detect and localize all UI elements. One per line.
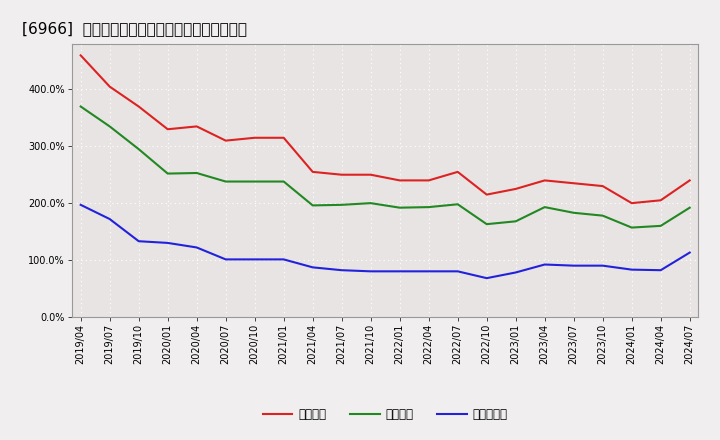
流動比率 [482, 192, 491, 197]
現頲金比率 [308, 265, 317, 270]
流動比率 [627, 201, 636, 206]
Legend: 流動比率, 当座比率, 現頲金比率: 流動比率, 当座比率, 現頲金比率 [258, 403, 512, 425]
現頲金比率 [135, 238, 143, 244]
現頲金比率 [221, 257, 230, 262]
現頲金比率 [163, 240, 172, 246]
流動比率 [685, 178, 694, 183]
流動比率 [221, 138, 230, 143]
当座比率 [685, 205, 694, 210]
当座比率 [308, 203, 317, 208]
当座比率 [192, 170, 201, 176]
当座比率 [454, 202, 462, 207]
当座比率 [627, 225, 636, 230]
当座比率 [163, 171, 172, 176]
流動比率 [454, 169, 462, 175]
現頲金比率 [338, 268, 346, 273]
流動比率 [511, 186, 520, 191]
流動比率 [76, 53, 85, 58]
現頲金比率 [366, 269, 375, 274]
流動比率 [570, 180, 578, 186]
流動比率 [366, 172, 375, 177]
当座比率 [570, 210, 578, 216]
当座比率 [657, 223, 665, 228]
当座比率 [221, 179, 230, 184]
流動比率 [251, 135, 259, 140]
当座比率 [598, 213, 607, 218]
当座比率 [105, 124, 114, 129]
現頲金比率 [685, 250, 694, 255]
当座比率 [541, 205, 549, 210]
現頲金比率 [192, 245, 201, 250]
流動比率 [541, 178, 549, 183]
流動比率 [192, 124, 201, 129]
現頲金比率 [395, 269, 404, 274]
流動比率 [105, 84, 114, 89]
現頲金比率 [541, 262, 549, 267]
流動比率 [424, 178, 433, 183]
現頲金比率 [511, 270, 520, 275]
流動比率 [338, 172, 346, 177]
現頲金比率 [598, 263, 607, 268]
現頲金比率 [251, 257, 259, 262]
流動比率 [163, 127, 172, 132]
現頲金比率 [76, 202, 85, 208]
流動比率 [135, 104, 143, 109]
流動比率 [657, 198, 665, 203]
流動比率 [279, 135, 288, 140]
当座比率 [395, 205, 404, 210]
現頲金比率 [424, 269, 433, 274]
当座比率 [511, 219, 520, 224]
当座比率 [482, 221, 491, 227]
現頲金比率 [627, 267, 636, 272]
当座比率 [76, 104, 85, 109]
現頲金比率 [657, 268, 665, 273]
当座比率 [338, 202, 346, 208]
現頲金比率 [105, 216, 114, 222]
当座比率 [366, 201, 375, 206]
現頲金比率 [454, 269, 462, 274]
当座比率 [251, 179, 259, 184]
現頲金比率 [279, 257, 288, 262]
当座比率 [424, 205, 433, 210]
流動比率 [308, 169, 317, 175]
当座比率 [279, 179, 288, 184]
Line: 当座比率: 当座比率 [81, 106, 690, 227]
流動比率 [598, 183, 607, 189]
現頲金比率 [570, 263, 578, 268]
Line: 流動比率: 流動比率 [81, 55, 690, 203]
現頲金比率 [482, 275, 491, 281]
Text: [6966]  流動比率、当座比率、現頲金比率の推移: [6966] 流動比率、当座比率、現頲金比率の推移 [22, 21, 247, 36]
流動比率 [395, 178, 404, 183]
Line: 現頲金比率: 現頲金比率 [81, 205, 690, 278]
当座比率 [135, 147, 143, 152]
